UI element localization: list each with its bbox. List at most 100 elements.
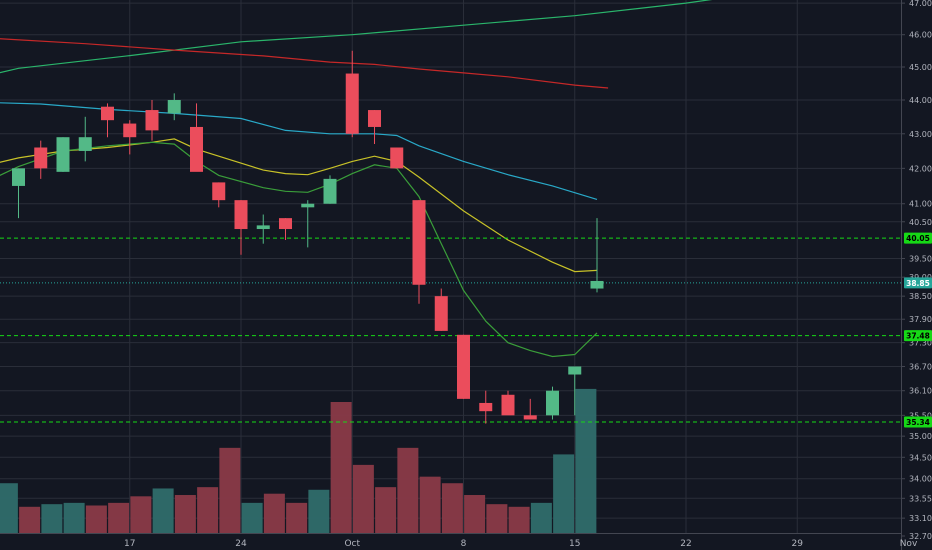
- candle-body: [145, 110, 159, 131]
- candle-body: [345, 73, 359, 134]
- price-tag-background: [904, 330, 932, 342]
- candle[interactable]: [101, 103, 114, 138]
- candle[interactable]: [234, 200, 248, 255]
- volume-bar: [130, 496, 152, 533]
- candle-body: [412, 200, 426, 285]
- candle[interactable]: [501, 390, 515, 416]
- candle[interactable]: [145, 100, 159, 141]
- candle[interactable]: [457, 334, 470, 399]
- candle[interactable]: [12, 168, 25, 219]
- volume-bar: [0, 483, 18, 533]
- y-tick-label: 35.00: [909, 432, 932, 441]
- volume-bar: [530, 502, 552, 533]
- candle[interactable]: [34, 140, 48, 179]
- candle-body: [279, 218, 292, 230]
- price-tags-layer: 40.05 38.85 37.48 35.34: [904, 232, 932, 428]
- volume-bar: [375, 487, 397, 533]
- volume-bar: [508, 506, 530, 533]
- y-tick-label: 39.50: [909, 254, 932, 263]
- moving-average-line: [0, 38, 609, 89]
- volume-bar: [286, 502, 308, 533]
- volume-bar: [330, 402, 352, 533]
- candle-body: [301, 203, 315, 208]
- volume-bar: [263, 493, 285, 533]
- volume-bar: [553, 454, 575, 533]
- candle[interactable]: [190, 103, 203, 172]
- candle[interactable]: [479, 390, 493, 424]
- volume-bar: [85, 505, 107, 533]
- y-tick-label: 34.50: [909, 453, 932, 462]
- candle[interactable]: [256, 214, 270, 244]
- y-tick-label: 47.00: [909, 0, 932, 8]
- x-tick-label: Oct: [344, 539, 360, 549]
- volume-bar: [41, 504, 63, 533]
- candle[interactable]: [123, 120, 137, 155]
- volume-bar: [397, 447, 419, 533]
- x-tick-label: 17: [124, 539, 135, 549]
- volume-bar: [486, 504, 508, 533]
- y-tick-label: 46.00: [909, 31, 932, 40]
- horizontal-lines-layer[interactable]: [0, 237, 901, 423]
- y-tick-label: 41.00: [909, 200, 932, 209]
- volume-bar: [19, 506, 41, 533]
- price-axis[interactable]: 47.00 46.00 45.00 44.00 43.00 42.00 41.00 40.50…: [901, 0, 932, 550]
- x-tick-label: 8: [461, 539, 467, 549]
- y-tick-label: 33.55: [909, 494, 932, 503]
- candle[interactable]: [279, 218, 292, 241]
- price-tag-background: [904, 416, 932, 428]
- candle[interactable]: [568, 366, 582, 416]
- time-axis-background: [0, 533, 901, 550]
- candle-body: [590, 280, 604, 289]
- moving-average-layer: [0, 0, 713, 358]
- y-tick-label: 40.50: [909, 218, 932, 227]
- x-tick-label: 24: [235, 539, 247, 549]
- candle[interactable]: [412, 200, 426, 304]
- candle-body: [523, 415, 537, 420]
- candle-body: [56, 137, 70, 172]
- candle-body: [390, 147, 404, 169]
- y-tick-label: 37.30: [909, 339, 932, 348]
- y-tick-label: 34.00: [909, 475, 932, 484]
- candle[interactable]: [56, 137, 70, 172]
- price-tag-label: 37.48: [906, 332, 930, 341]
- candle[interactable]: [523, 398, 537, 420]
- candle[interactable]: [212, 182, 226, 208]
- candle-body: [256, 225, 270, 230]
- candle[interactable]: [78, 116, 92, 162]
- candles-layer[interactable]: [12, 50, 604, 424]
- candle-body: [167, 100, 181, 114]
- y-tick-label: 37.90: [909, 315, 932, 324]
- volume-bar: [575, 388, 597, 533]
- candle[interactable]: [323, 175, 337, 204]
- candle-body: [34, 147, 48, 169]
- candle-body: [368, 110, 381, 127]
- volume-bar: [241, 502, 263, 533]
- candle-body: [123, 123, 137, 138]
- volume-bar: [197, 487, 219, 533]
- candle-body: [12, 168, 25, 186]
- price-axis-background: [901, 0, 932, 550]
- candle[interactable]: [546, 386, 559, 420]
- candle-body: [234, 200, 248, 230]
- price-tag-label: 40.05: [906, 234, 930, 243]
- x-tick-label: 22: [680, 539, 691, 549]
- candle-body: [212, 182, 226, 201]
- candle[interactable]: [301, 200, 315, 248]
- candle[interactable]: [368, 110, 381, 145]
- candle[interactable]: [390, 147, 404, 169]
- y-tick-label: 42.00: [909, 164, 932, 173]
- y-tick-label: 38.50: [909, 292, 932, 301]
- price-tag-label: 38.85: [906, 279, 930, 288]
- candle-body: [568, 366, 582, 375]
- volume-bar: [419, 476, 441, 533]
- candle[interactable]: [434, 288, 448, 331]
- candle-body: [501, 394, 515, 416]
- time-axis[interactable]: 1724Oct8152229Nov6: [0, 533, 932, 550]
- candle-body: [78, 137, 92, 151]
- y-tick-label: 43.00: [909, 130, 932, 139]
- candle[interactable]: [167, 93, 181, 121]
- candle[interactable]: [590, 218, 604, 293]
- candle[interactable]: [345, 50, 359, 138]
